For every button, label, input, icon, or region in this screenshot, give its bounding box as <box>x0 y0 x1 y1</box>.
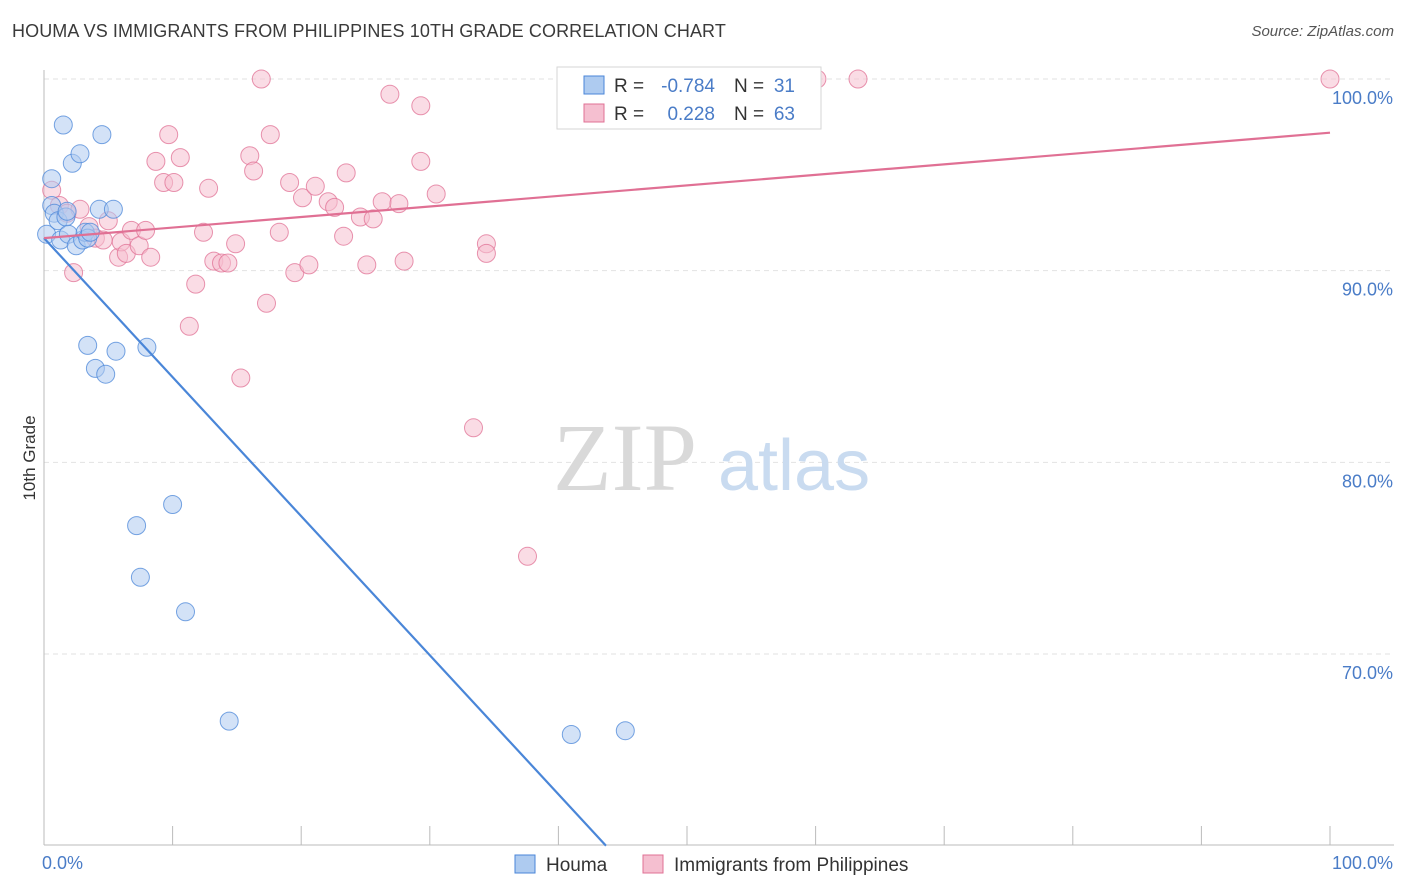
philippines-point-32 <box>251 69 271 89</box>
bottom-legend-label-philippines: Immigrants from Philippines <box>674 855 908 876</box>
legend-r-label-houma: R = <box>614 76 644 97</box>
houma-point-24 <box>137 337 157 357</box>
bottom-legend-swatch-houma <box>514 854 536 874</box>
y-tick-labels: 100.0% 90.0% 80.0% 70.0% <box>1332 88 1393 683</box>
houma-point-19 <box>103 199 123 219</box>
philippines-point-28 <box>226 234 246 254</box>
legend-swatch-houma <box>583 75 605 95</box>
legend-r-value-houma: -0.784 <box>661 76 715 97</box>
philippines-point-18 <box>159 125 179 145</box>
philippines-point-27 <box>218 253 238 273</box>
philippines-point-43 <box>334 226 354 246</box>
y-tick-label-80: 80.0% <box>1342 471 1393 491</box>
legend-r-label-philippines: R = <box>614 104 644 125</box>
philippines-point-40 <box>305 176 325 196</box>
x-ticks <box>172 826 1331 845</box>
philippines-point-16 <box>146 151 166 171</box>
x-tick-label-0: 0.0% <box>42 853 83 873</box>
houma-point-6 <box>53 115 73 135</box>
legend-n-label-philippines: N = <box>734 104 764 125</box>
houma-point-16 <box>80 222 100 242</box>
houma-point-25 <box>127 516 147 536</box>
houma-point-27 <box>163 495 183 514</box>
bottom-legend-label-houma: Houma <box>546 855 608 876</box>
x-tick-labels: 0.0% 100.0% <box>42 853 1393 873</box>
houma-point-18 <box>92 125 112 145</box>
philippines-point-49 <box>380 84 400 104</box>
watermark: ZIP atlas <box>553 404 870 511</box>
correlation-legend: R = -0.784 N = 31 R = 0.228 N = 63 <box>556 66 822 130</box>
houma-point-28 <box>176 602 195 622</box>
philippines-point-42 <box>325 197 345 217</box>
houma-point-22 <box>96 364 116 384</box>
y-axis-title: 10th Grade <box>20 415 39 500</box>
philippines-point-29 <box>231 368 251 388</box>
philippines-point-15 <box>141 247 161 267</box>
philippines-point-3 <box>64 263 84 283</box>
philippines-point-52 <box>411 151 431 171</box>
philippines-point-36 <box>280 173 300 192</box>
philippines-point-22 <box>186 274 206 294</box>
y-tick-label-90: 90.0% <box>1342 280 1393 300</box>
philippines-point-61 <box>1320 69 1340 89</box>
legend-swatch-philippines <box>583 103 605 123</box>
philippines-point-56 <box>518 546 537 566</box>
source-label: Source: ZipAtlas.com <box>1251 23 1394 40</box>
houma-point-1 <box>42 169 62 189</box>
houma-point-12 <box>70 144 90 164</box>
legend-n-label-houma: N = <box>734 76 764 97</box>
philippines-point-21 <box>179 316 199 336</box>
philippines-point-58 <box>476 243 496 263</box>
philippines-trend-line <box>43 131 1331 240</box>
legend-r-value-philippines: 0.228 <box>667 104 715 125</box>
y-tick-label-100: 100.0% <box>1332 88 1393 108</box>
houma-point-31 <box>615 721 635 741</box>
points-layer <box>37 69 1340 744</box>
philippines-point-47 <box>363 209 383 229</box>
philippines-point-55 <box>464 418 483 438</box>
philippines-point-19 <box>164 173 184 192</box>
philippines-point-23 <box>194 222 213 242</box>
philippines-point-53 <box>411 96 431 116</box>
philippines-point-44 <box>336 163 356 183</box>
legend-n-value-houma: 31 <box>774 76 795 97</box>
houma-trend-line <box>43 237 607 847</box>
watermark-atlas: atlas <box>718 426 870 506</box>
philippines-point-34 <box>260 125 280 145</box>
x-tick-label-100: 100.0% <box>1332 853 1393 873</box>
watermark-zip: ZIP <box>553 404 697 511</box>
chart-title: HOUMA VS IMMIGRANTS FROM PHILIPPINES 10T… <box>12 21 726 41</box>
philippines-point-24 <box>199 178 219 198</box>
philippines-point-38 <box>293 188 312 208</box>
trend-layer <box>43 131 1331 847</box>
houma-point-23 <box>106 341 126 361</box>
philippines-point-33 <box>257 293 276 313</box>
philippines-point-20 <box>170 148 190 168</box>
bottom-legend: Houma Immigrants from Philippines <box>514 854 908 876</box>
houma-point-20 <box>78 335 98 355</box>
houma-point-26 <box>130 567 150 587</box>
houma-point-30 <box>561 725 581 744</box>
y-tick-label-70: 70.0% <box>1342 663 1393 683</box>
philippines-point-46 <box>357 255 377 275</box>
bottom-legend-swatch-philippines <box>642 854 664 874</box>
philippines-point-39 <box>299 255 319 275</box>
houma-point-29 <box>219 711 239 731</box>
philippines-point-48 <box>372 192 392 212</box>
philippines-point-31 <box>244 161 264 181</box>
philippines-point-51 <box>394 251 414 271</box>
legend-n-value-philippines: 63 <box>774 104 795 125</box>
houma-point-8 <box>57 201 77 221</box>
philippines-point-54 <box>426 184 446 204</box>
philippines-point-60 <box>848 69 868 89</box>
philippines-point-35 <box>269 222 289 242</box>
